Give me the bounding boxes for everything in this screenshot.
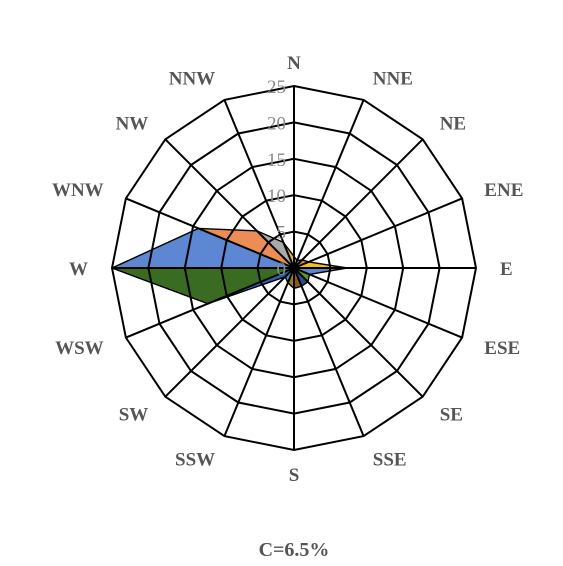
- spoke-ese: [293, 267, 463, 339]
- spoke-ne: [293, 138, 424, 269]
- spoke-ene: [293, 197, 463, 269]
- direction-label-s: S: [289, 465, 300, 486]
- tick-label-20: 20: [267, 113, 286, 134]
- direction-label-ne: NE: [440, 113, 466, 134]
- direction-label-w: W: [69, 259, 88, 280]
- tick-label-5: 5: [277, 223, 287, 244]
- direction-label-ssw: SSW: [175, 449, 215, 470]
- spoke-ssw: [223, 267, 295, 437]
- tick-label-15: 15: [267, 150, 286, 171]
- spoke-nnw: [223, 99, 295, 269]
- direction-label-sw: SW: [119, 405, 149, 426]
- direction-label-nne: NNE: [373, 69, 413, 90]
- spoke-nne: [293, 99, 365, 269]
- direction-label-e: E: [500, 259, 513, 280]
- direction-label-se: SE: [440, 405, 463, 426]
- polar-grid: [110, 84, 478, 452]
- spoke-wsw: [125, 267, 295, 339]
- direction-label-wnw: WNW: [52, 180, 104, 201]
- petals-layer: [111, 227, 348, 305]
- spoke-sse: [293, 267, 365, 437]
- spoke-nw: [164, 138, 295, 269]
- direction-label-nnw: NNW: [169, 69, 215, 90]
- petal-wsw-w: [111, 267, 295, 305]
- direction-label-ese: ESE: [484, 338, 520, 359]
- center-dot: [289, 263, 299, 273]
- direction-labels: N NNE NE ENE E ESE SE SSE S SSW SW WSW W WNW NW NNW: [52, 53, 523, 486]
- direction-label-sse: SSE: [373, 449, 407, 470]
- tick-label-10: 10: [267, 186, 286, 207]
- spoke-se: [293, 267, 424, 398]
- direction-label-ene: ENE: [484, 180, 523, 201]
- direction-label-wsw: WSW: [55, 338, 104, 359]
- direction-label-n: N: [287, 53, 301, 74]
- radial-tick-labels: 0 5 10 15 20 25: [267, 77, 286, 280]
- direction-label-nw: NW: [116, 113, 149, 134]
- tick-label-0: 0: [277, 259, 287, 280]
- spoke-wnw: [125, 197, 295, 269]
- spoke-sw: [164, 267, 295, 398]
- calm-label: C=6.5%: [259, 539, 330, 561]
- tick-label-25: 25: [267, 77, 286, 98]
